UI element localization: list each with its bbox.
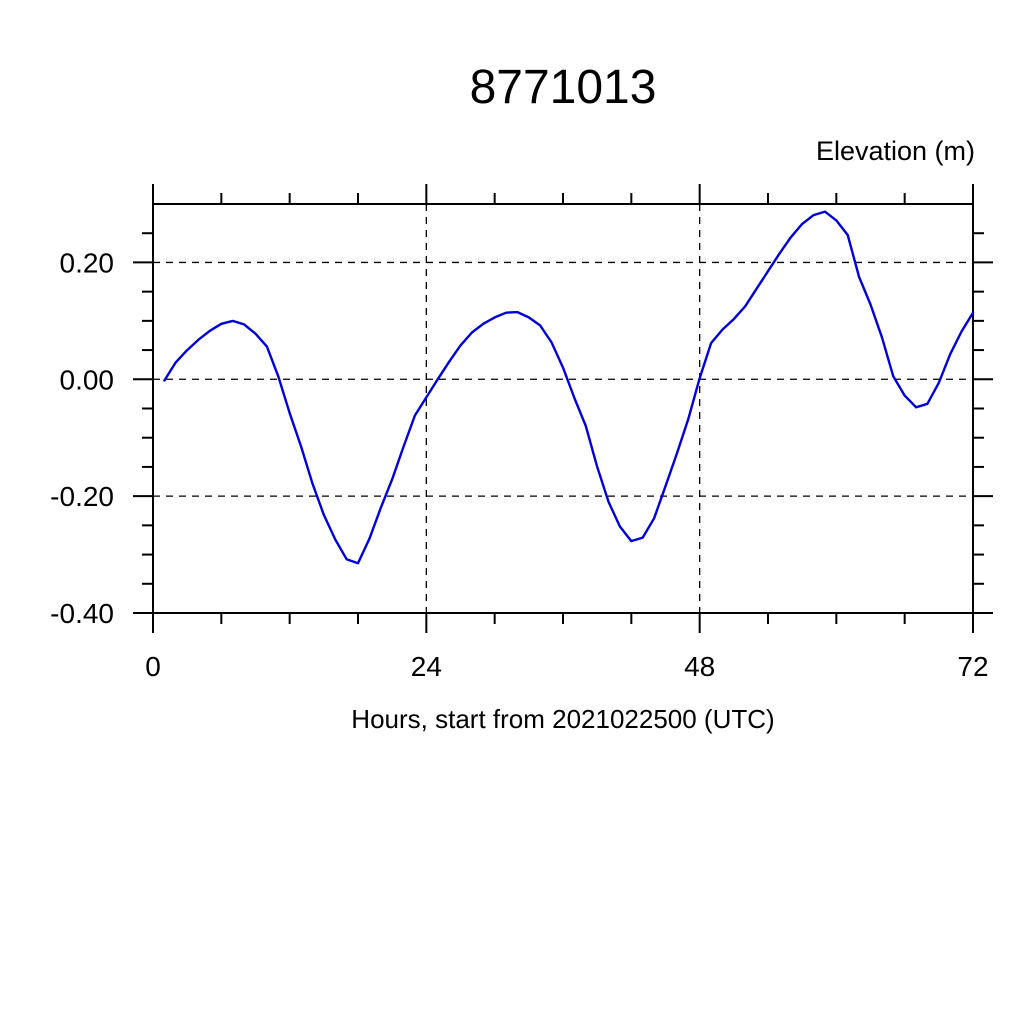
x-tick-label: 72: [957, 651, 988, 682]
chart-title: 8771013: [469, 61, 657, 114]
y-tick-label: -0.40: [50, 598, 114, 629]
x-tick-label: 0: [145, 651, 161, 682]
y-tick-label: 0.20: [60, 247, 115, 278]
y-tick-label: 0.00: [60, 364, 115, 395]
x-tick-label: 48: [684, 651, 715, 682]
y-tick-label: -0.20: [50, 481, 114, 512]
elevation-curve: [163, 210, 975, 565]
y-axis-title: Elevation (m): [815, 136, 975, 166]
x-axis-title: Hours, start from 2021022500 (UTC): [351, 704, 775, 734]
x-tick-label: 24: [411, 651, 442, 682]
plot-frame: [152, 203, 974, 614]
